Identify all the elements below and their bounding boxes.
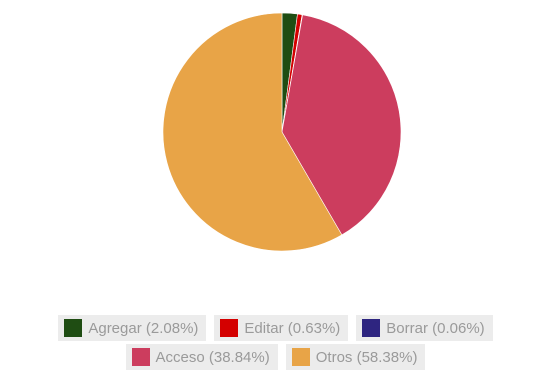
legend-item-agregar[interactable]: Agregar (2.08%): [58, 315, 207, 341]
legend-item-borrar[interactable]: Borrar (0.06%): [356, 315, 493, 341]
legend-label-editar: Editar (0.63%): [244, 319, 341, 337]
legend-label-agregar: Agregar (2.08%): [88, 319, 199, 337]
legend-swatch-otros: [291, 348, 310, 366]
legend-item-editar[interactable]: Editar (0.63%): [214, 315, 349, 341]
legend-label-otros: Otros (58.38%): [315, 348, 418, 366]
legend-label-borrar: Borrar (0.06%): [386, 319, 485, 337]
legend-item-acceso[interactable]: Acceso (38.84%): [125, 344, 278, 370]
legend-swatch-acceso: [131, 348, 150, 366]
legend-row-1: Agregar (2.08%) Editar (0.63%) Borrar (0…: [0, 315, 551, 341]
legend-item-otros[interactable]: Otros (58.38%): [285, 344, 426, 370]
legend-swatch-editar: [220, 319, 239, 337]
legend-swatch-agregar: [64, 319, 83, 337]
pie-slice-otros[interactable]: [162, 12, 343, 252]
legend-label-acceso: Acceso (38.84%): [155, 348, 270, 366]
pie-slice-acceso[interactable]: [281, 14, 402, 236]
pie-chart-plot: [162, 12, 402, 252]
legend-row-2: Acceso (38.84%) Otros (58.38%): [0, 344, 551, 370]
legend-swatch-borrar: [362, 319, 381, 337]
